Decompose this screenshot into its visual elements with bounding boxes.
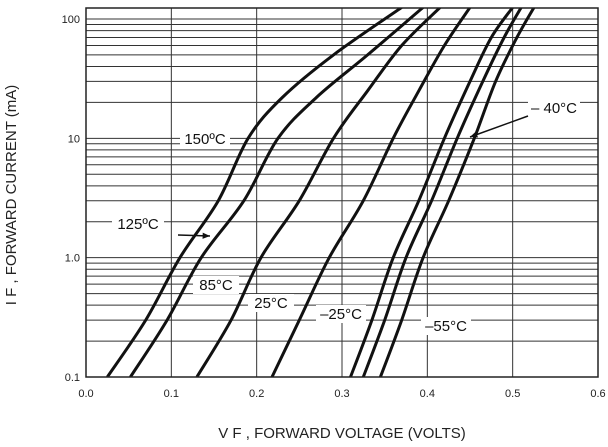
arrow-line: [469, 115, 529, 138]
y-tick-label: 10: [68, 133, 80, 145]
x-tick-label: 0.3: [334, 388, 349, 400]
curve-label-background: [421, 317, 471, 335]
curve-85°C: [195, 8, 442, 377]
curve-label: –25°C: [320, 306, 362, 323]
x-axis-title: V F , FORWARD VOLTAGE (VOLTS): [218, 425, 466, 442]
plot-frame: [85, 7, 599, 378]
y-tick-label: 100: [62, 14, 80, 26]
curve-label: 85°C: [199, 277, 233, 294]
x-tick-label: 0.0: [78, 388, 93, 400]
curve-label-background: [193, 276, 239, 294]
curve-label-background: [112, 215, 164, 233]
x-tick-label: 0.1: [164, 388, 179, 400]
curve-– 40°C: [378, 8, 536, 377]
x-tick-label: 0.5: [505, 388, 520, 400]
curve-150ºC: [106, 8, 403, 377]
tick-labels: 0.0 0.1 0.2 0.3 0.4 0.5 0.6 0.1 1.0 10 100: [62, 14, 606, 400]
curve-125ºC: [129, 8, 425, 377]
arrow-head: [202, 232, 210, 239]
y-axis-title: I F , FORWARD CURRENT (mA): [3, 85, 20, 306]
y-tick-label: 1.0: [65, 253, 80, 265]
curve-label: 25°C: [254, 295, 288, 312]
grid: [86, 8, 598, 377]
curve-–25°C: [349, 8, 514, 377]
curve-label-background: [528, 99, 580, 117]
arrow-head: [470, 131, 478, 138]
y-tick-label: 0.1: [65, 372, 80, 384]
curves: [106, 8, 536, 377]
x-tick-label: 0.6: [590, 388, 605, 400]
x-tick-label: 0.4: [420, 388, 435, 400]
x-tick-label: 0.2: [249, 388, 264, 400]
curve-–55°C: [361, 8, 523, 377]
curve-label-background: [248, 294, 294, 312]
curve-label: 150ºC: [184, 131, 226, 148]
curve-label: – 40°C: [531, 100, 577, 117]
curve-labels: 150ºC 125ºC 85°C 25°C –25°C –55°C – 40°C: [112, 99, 580, 335]
curve-label: 125ºC: [117, 216, 159, 233]
curve-25°C: [270, 8, 472, 377]
curve-label: –55°C: [425, 318, 467, 335]
curve-label-background: [180, 130, 230, 148]
curve-label-background: [316, 305, 366, 323]
